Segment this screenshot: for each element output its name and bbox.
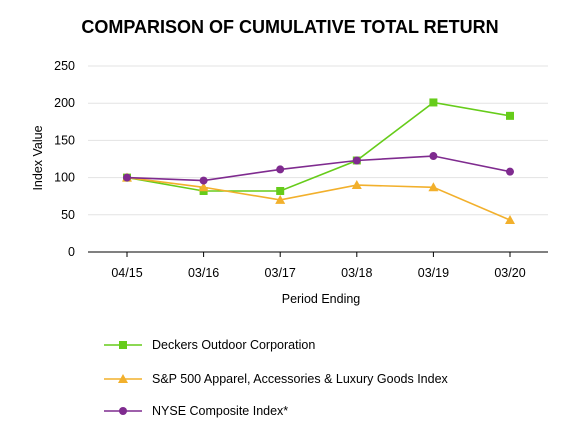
y-tick-label: 100	[54, 171, 75, 185]
legend-marker	[118, 374, 128, 383]
legend-label: Deckers Outdoor Corporation	[152, 338, 315, 352]
axes: 0 50 100 150 200 250 04/15 03/16 03/17 03/18 03/19…	[54, 59, 548, 280]
y-axis-label: Index Value	[31, 125, 45, 190]
series-3	[123, 152, 514, 185]
legend-item: Deckers Outdoor Corporation	[104, 338, 315, 352]
x-axis-label: Period Ending	[282, 292, 361, 306]
data-point	[198, 182, 209, 192]
legend-marker	[119, 341, 127, 349]
series-line	[126, 155, 511, 182]
legend-label: S&P 500 Apparel, Accessories & Luxury Go…	[152, 372, 449, 386]
legend-item: S&P 500 Apparel, Accessories & Luxury Go…	[104, 372, 449, 386]
data-point	[429, 98, 438, 107]
x-tick-label: 04/15	[111, 266, 142, 280]
data-point	[505, 215, 515, 225]
legend-item: NYSE Composite Index*	[104, 404, 288, 418]
data-point	[428, 182, 439, 192]
chart-title: COMPARISON OF CUMULATIVE TOTAL RETURN	[81, 17, 498, 37]
x-tick-label: 03/17	[265, 266, 296, 280]
data-point	[123, 173, 131, 182]
x-tick-label: 03/19	[418, 266, 449, 280]
y-tick-label: 250	[54, 59, 75, 73]
data-point	[199, 176, 208, 185]
y-tick-label: 150	[54, 133, 75, 147]
data-point	[351, 180, 362, 190]
legend: Deckers Outdoor Corporation S&P 500 Appar…	[104, 338, 449, 418]
data-point	[352, 156, 361, 165]
data-point	[429, 152, 438, 161]
data-point	[506, 167, 514, 176]
series-line	[126, 176, 511, 221]
series-line	[126, 101, 511, 192]
x-tick-label: 03/18	[341, 266, 372, 280]
data-point	[506, 111, 514, 120]
gridlines	[88, 65, 548, 216]
legend-marker	[119, 407, 127, 415]
x-tick-label: 03/16	[188, 266, 219, 280]
y-tick-label: 200	[54, 96, 75, 110]
data-point	[276, 186, 285, 195]
y-tick-label: 50	[61, 208, 75, 222]
data-point	[275, 194, 286, 204]
y-tick-label: 0	[68, 245, 75, 259]
series-lines	[122, 98, 515, 225]
legend-label: NYSE Composite Index*	[152, 404, 288, 418]
data-point	[276, 165, 285, 174]
x-tick-label: 03/20	[494, 266, 525, 280]
